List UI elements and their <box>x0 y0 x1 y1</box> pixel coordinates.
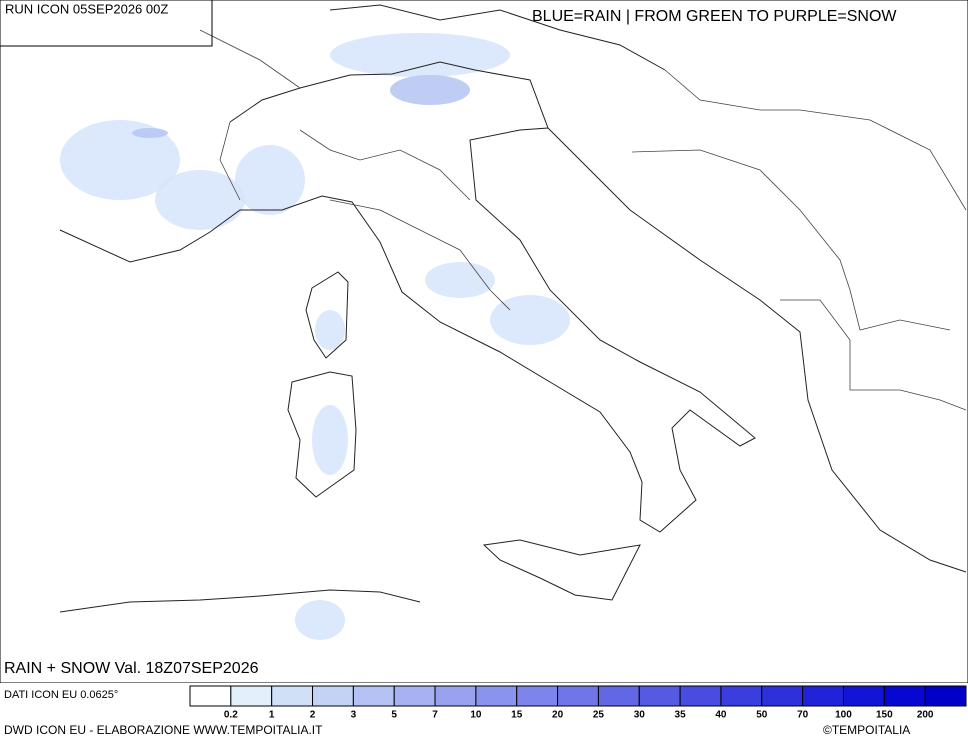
precipitation <box>60 33 570 640</box>
scale-box <box>557 685 599 707</box>
scale-box <box>638 685 681 707</box>
scale-box <box>312 685 354 707</box>
legend-note: BLUE=RAIN | FROM GREEN TO PURPLE=SNOW <box>532 8 897 25</box>
scale-box <box>393 685 436 707</box>
scale-box <box>802 685 844 707</box>
scale-box <box>679 685 722 707</box>
scale-label: 50 <box>756 710 768 721</box>
scale-label: 70 <box>797 710 809 721</box>
data-source: DATI ICON EU 0.0625° <box>4 689 118 701</box>
scale-box <box>516 685 559 707</box>
scale-box <box>230 685 273 707</box>
run-box <box>0 0 213 47</box>
scale-box <box>189 685 232 707</box>
scale-label: 3 <box>351 710 357 721</box>
scale-label: 2 <box>310 710 316 721</box>
scale-label: 35 <box>675 710 687 721</box>
scale-label: 40 <box>715 710 727 721</box>
scale-label: 5 <box>391 710 397 721</box>
scale-label: 1 <box>269 710 275 721</box>
copyright: ©TEMPOITALIA <box>823 723 910 737</box>
scale-box <box>761 685 804 707</box>
scale-label: 0.2 <box>224 710 238 721</box>
scale-label: 15 <box>511 710 523 721</box>
scale-label: 25 <box>593 710 605 721</box>
scale-label: 150 <box>876 710 893 721</box>
credit: DWD ICON EU - ELABORAZIONE WWW.TEMPOITAL… <box>4 723 323 737</box>
map-frame <box>0 0 968 684</box>
scale-label: 20 <box>552 710 564 721</box>
borders <box>199 29 967 411</box>
map-title: RAIN + SNOW Val. 18Z07SEP2026 <box>4 660 259 677</box>
scale-box <box>883 685 926 707</box>
scale-label: 7 <box>432 710 438 721</box>
scale-box <box>924 685 967 707</box>
scale-box <box>434 685 477 707</box>
scale-label: 10 <box>470 710 482 721</box>
coastlines <box>59 4 967 613</box>
color-scale: 0.2 1 2 3 5 7 10 15 20 25 30 35 40 50 70 100 150 200 <box>189 685 967 721</box>
run-label: RUN ICON 05SEP2026 00Z <box>5 1 168 16</box>
scale-box <box>842 685 885 707</box>
scale-box <box>720 685 763 707</box>
scale-label: 30 <box>634 710 646 721</box>
scale-box <box>475 685 518 707</box>
scale-box <box>352 685 395 707</box>
scale-box <box>597 685 640 707</box>
scale-box <box>271 685 314 707</box>
scale-label: 200 <box>917 710 934 721</box>
scale-label: 100 <box>835 710 852 721</box>
